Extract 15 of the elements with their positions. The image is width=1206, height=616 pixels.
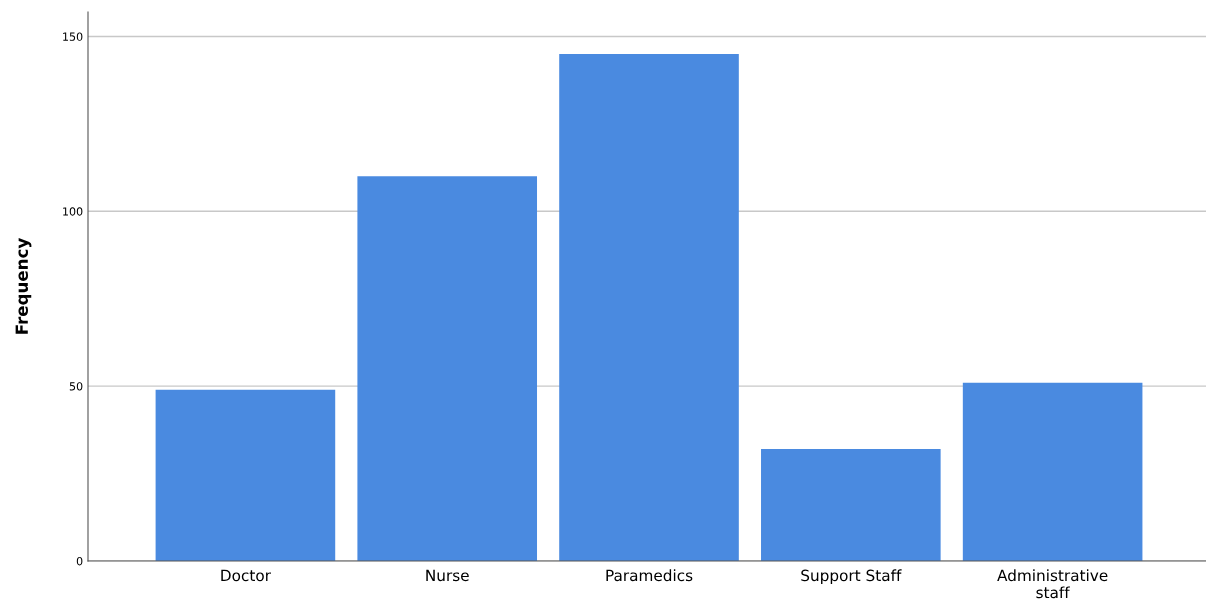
y-tick-label: 0 [76,556,83,566]
x-tick-label: Doctor [221,569,271,582]
bar [559,53,739,561]
bar [962,382,1143,561]
x-tick-label: Paramedics [606,569,693,582]
y-axis-title: Frequency [15,238,32,334]
bar [357,176,538,561]
x-tick-label: Nurse [426,569,469,582]
x-tick-label: Administrative staff [997,569,1108,599]
y-tick-label: 150 [63,32,83,41]
y-tick-label: 100 [63,207,83,216]
x-tick-label: Support Staff [801,569,902,585]
bar [761,449,941,561]
y-tick-label: 50 [69,382,83,391]
bar [155,389,336,561]
